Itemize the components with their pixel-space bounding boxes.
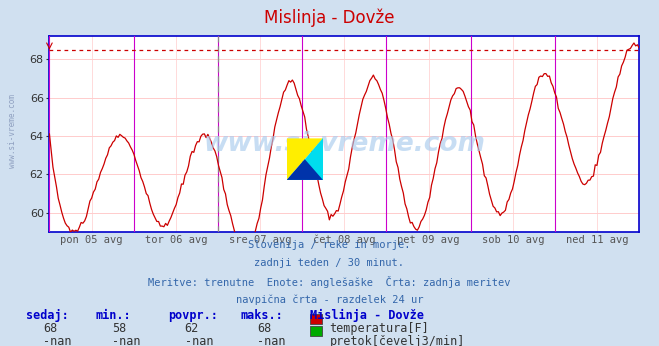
Text: -nan: -nan [43,335,71,346]
Text: -nan: -nan [112,335,140,346]
Text: pretok[čevelj3/min]: pretok[čevelj3/min] [330,335,465,346]
Text: 68: 68 [43,322,57,336]
Text: Mislinja - Dovže: Mislinja - Dovže [264,9,395,27]
Text: Slovenija / reke in morje.: Slovenija / reke in morje. [248,240,411,251]
Text: Mislinja - Dovže: Mislinja - Dovže [310,309,424,322]
Polygon shape [287,138,323,180]
Text: navpična črta - razdelek 24 ur: navpična črta - razdelek 24 ur [236,294,423,305]
Polygon shape [287,159,323,180]
Text: 58: 58 [112,322,127,336]
Text: www.si-vreme.com: www.si-vreme.com [204,131,485,157]
Text: povpr.:: povpr.: [168,309,218,322]
Text: Meritve: trenutne  Enote: anglešaške  Črta: zadnja meritev: Meritve: trenutne Enote: anglešaške Črta… [148,276,511,289]
Polygon shape [287,138,323,180]
Text: www.si-vreme.com: www.si-vreme.com [8,94,17,169]
Text: 62: 62 [185,322,199,336]
Text: -nan: -nan [185,335,213,346]
Text: temperatura[F]: temperatura[F] [330,322,429,336]
Text: maks.:: maks.: [241,309,283,322]
Text: -nan: -nan [257,335,285,346]
Text: sedaj:: sedaj: [26,309,69,322]
Text: min.:: min.: [96,309,131,322]
Text: 68: 68 [257,322,272,336]
Text: zadnji teden / 30 minut.: zadnji teden / 30 minut. [254,258,405,268]
